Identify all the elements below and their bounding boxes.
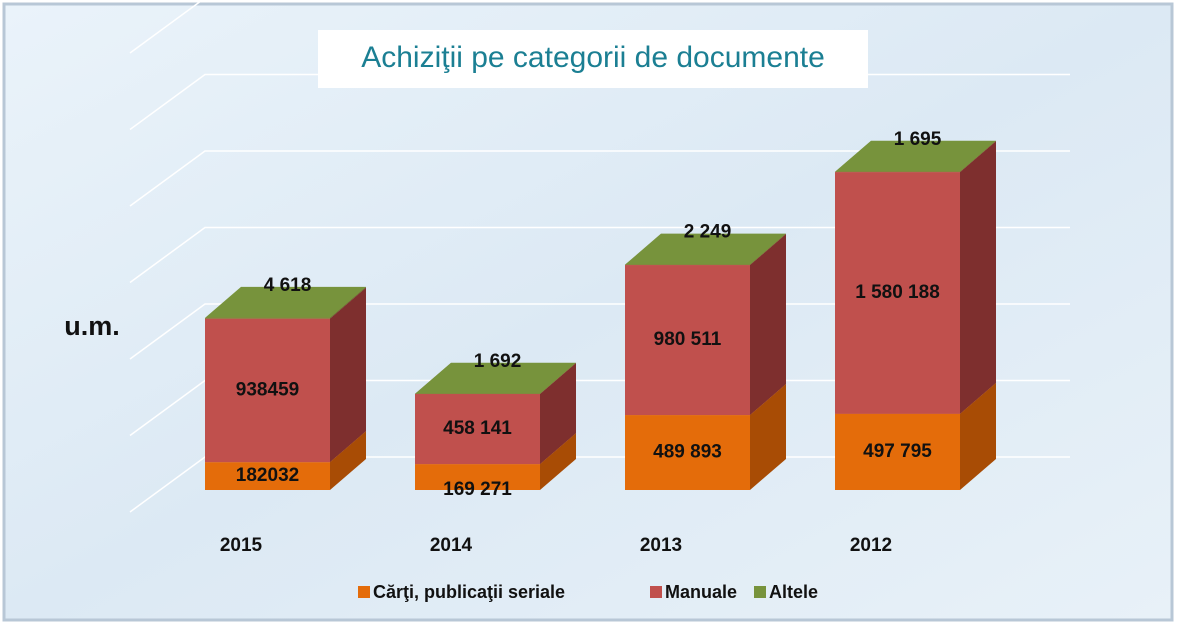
data-label: 1 695 xyxy=(894,129,942,150)
legend-swatch xyxy=(650,586,662,598)
x-tick-label: 2014 xyxy=(430,535,473,556)
bar-side xyxy=(750,233,786,266)
legend-swatch xyxy=(358,586,370,598)
bar-segment xyxy=(625,265,750,416)
bar-segment xyxy=(415,394,540,465)
x-tick-label: 2015 xyxy=(220,535,263,556)
grid-line xyxy=(129,150,1070,207)
data-label: 938459 xyxy=(236,379,299,400)
data-label: 489 893 xyxy=(653,442,722,463)
bar-segment xyxy=(205,462,330,490)
bar-side xyxy=(540,433,576,490)
chart-title: Achiziţii pe categorii de documente xyxy=(361,41,825,74)
data-label: 169 271 xyxy=(443,479,512,500)
bar-segment xyxy=(415,464,540,490)
bar-top xyxy=(205,286,366,318)
bar-segment xyxy=(205,318,330,463)
bar-side xyxy=(330,431,366,490)
grid-line xyxy=(129,0,204,54)
bar-side xyxy=(540,362,576,395)
title-box xyxy=(318,30,868,88)
data-label: 1 692 xyxy=(474,351,522,372)
bar-segment xyxy=(205,317,330,319)
grid-line xyxy=(129,226,1070,284)
bar-top xyxy=(625,233,786,265)
data-label: 4 618 xyxy=(264,275,312,296)
bar-side xyxy=(960,140,996,173)
bar-top xyxy=(835,140,996,172)
bar-side xyxy=(750,234,786,416)
data-label: 2 249 xyxy=(684,222,732,243)
x-tick-label: 2013 xyxy=(640,535,682,556)
bar-segment xyxy=(835,172,960,414)
bar-side xyxy=(330,286,366,319)
data-label: 497 795 xyxy=(863,441,932,462)
bar-top xyxy=(415,362,576,394)
grid-line xyxy=(129,73,1070,131)
legend-label: Manuale xyxy=(665,582,737,602)
bar-segment xyxy=(625,415,750,490)
bar-segment xyxy=(835,413,960,490)
bar-side xyxy=(330,287,366,463)
data-label: 182032 xyxy=(236,465,299,486)
data-label: 980 511 xyxy=(654,329,722,350)
y-axis-label: u.m. xyxy=(64,311,120,341)
bar-side xyxy=(960,382,996,490)
x-tick-label: 2012 xyxy=(850,535,892,556)
legend-label: Cărţi, publicaţii seriale xyxy=(373,582,565,602)
data-label: 1 580 188 xyxy=(855,282,940,303)
bar-side xyxy=(960,141,996,414)
bar-side xyxy=(540,363,576,465)
data-label: 458 141 xyxy=(443,418,512,439)
legend-label: Altele xyxy=(769,582,818,602)
bar-side xyxy=(750,384,786,490)
legend-swatch xyxy=(754,586,766,598)
